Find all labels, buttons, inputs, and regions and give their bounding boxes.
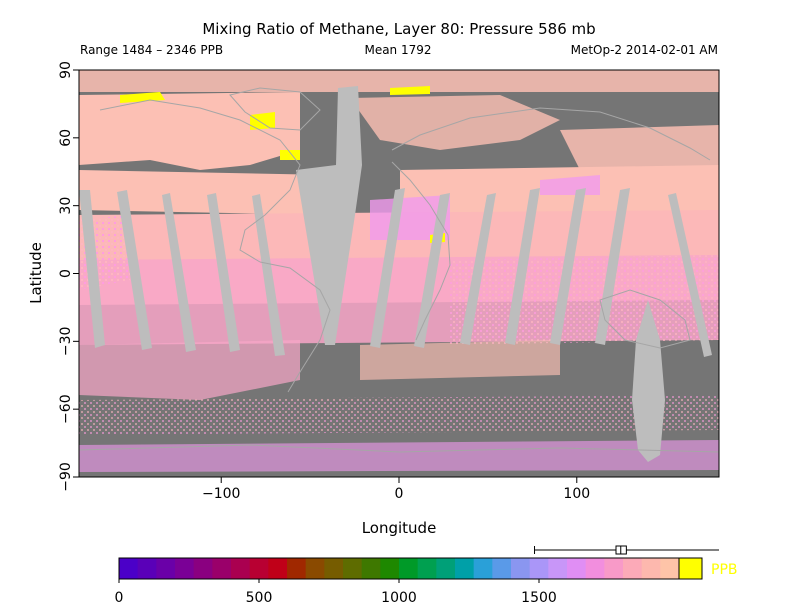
x-axis-label: Longitude [362, 519, 437, 537]
colorbar-swatch [137, 558, 157, 579]
colorbar: PPB 0 500 1000 1500 [115, 557, 738, 606]
x-axis-ticks: −100 0 100 [202, 477, 590, 502]
y-axis-ticks: 90 60 30 0 −30 −60 −90 [58, 61, 79, 492]
colorbar-tick-label: 0 [115, 590, 124, 606]
colorbar-swatch [287, 558, 307, 579]
mean-label: Mean 1792 [364, 43, 431, 57]
chart-title: Mixing Ratio of Methane, Layer 80: Press… [202, 20, 595, 38]
colorbar-swatch [119, 558, 139, 579]
colorbar-tick-label: 500 [246, 590, 273, 606]
colorbar-swatch [548, 558, 568, 579]
y-tick-label: 60 [58, 129, 74, 147]
colorbar-swatch [156, 558, 176, 579]
colorbar-swatch [231, 558, 251, 579]
colorbar-swatch [473, 558, 493, 579]
colorbar-swatch [604, 558, 624, 579]
y-tick-label: 0 [58, 269, 74, 278]
colorbar-swatch [399, 558, 419, 579]
colorbar-swatch [567, 558, 587, 579]
colorbar-swatch [585, 558, 605, 579]
colorbar-swatch [268, 558, 288, 579]
y-tick-label: −30 [58, 327, 74, 357]
colorbar-tick-label: 1000 [381, 590, 417, 606]
colorbar-swatch [212, 558, 232, 579]
colorbar-swatch [436, 558, 456, 579]
colorbar-swatch [492, 558, 512, 579]
source-label: MetOp-2 2014-02-01 AM [571, 43, 718, 57]
colorbar-swatch [343, 558, 363, 579]
colorbar-swatch [455, 558, 475, 579]
y-tick-label: −60 [58, 394, 74, 424]
y-axis-label: Latitude [27, 242, 45, 304]
colorbar-swatch [305, 558, 325, 579]
colorbar-swatch [417, 558, 437, 579]
colorbar-swatch [249, 558, 269, 579]
colorbar-swatch [193, 558, 213, 579]
colorbar-tick-label: 1500 [521, 590, 557, 606]
x-tick-label: −100 [202, 486, 240, 502]
x-tick-label: 100 [563, 486, 590, 502]
colorbar-swatch [324, 558, 344, 579]
colorbar-over-swatch [678, 557, 703, 580]
colorbar-swatch [529, 558, 549, 579]
x-tick-label: 0 [395, 486, 404, 502]
y-tick-label: −90 [58, 462, 74, 492]
y-tick-label: 90 [58, 61, 74, 79]
methane-field-map [79, 70, 719, 477]
y-tick-label: 30 [58, 197, 74, 215]
colorbar-swatch [511, 558, 531, 579]
colorbar-unit-label: PPB [711, 562, 738, 578]
colorbar-swatch [641, 558, 661, 579]
distribution-boxplot [534, 545, 719, 555]
range-label: Range 1484 – 2346 PPB [80, 43, 223, 57]
colorbar-swatch [660, 558, 680, 579]
colorbar-swatch [175, 558, 195, 579]
colorbar-swatch [623, 558, 643, 579]
colorbar-swatch [380, 558, 400, 579]
colorbar-swatch [361, 558, 381, 579]
